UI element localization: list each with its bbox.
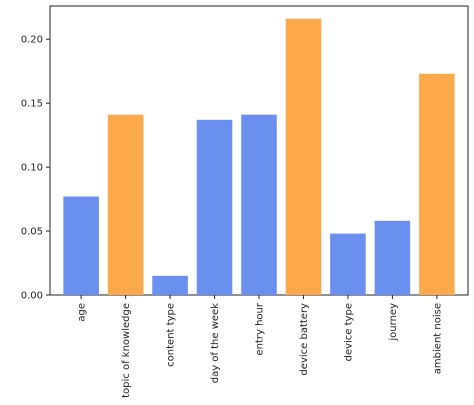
x-tick-label: day of the week: [210, 303, 221, 383]
bar: [196, 119, 233, 295]
x-tick-label: device type: [343, 303, 354, 361]
bar: [152, 275, 188, 295]
x-tick-label: ambient noise: [432, 303, 443, 374]
x-tick-label: age: [77, 303, 88, 322]
x-tick-label: topic of knowledge: [121, 303, 132, 398]
y-tick-label: 0.15: [21, 99, 43, 110]
y-tick-label: 0.10: [21, 163, 43, 174]
y-tick-label: 0.00: [21, 291, 43, 302]
bar: [285, 18, 322, 296]
x-tick-label: device battery: [299, 303, 310, 376]
bar: [107, 114, 144, 295]
y-tick-label: 0.05: [21, 227, 43, 238]
bar: [419, 73, 455, 295]
bar: [330, 233, 366, 295]
bar: [63, 196, 99, 295]
bar: [374, 220, 411, 295]
x-tick-label: content type: [166, 303, 177, 367]
x-tick-label: journey: [388, 303, 399, 342]
x-tick-label: entry hour: [255, 302, 266, 355]
y-tick-label: 0.20: [21, 35, 43, 46]
bar: [241, 114, 277, 295]
